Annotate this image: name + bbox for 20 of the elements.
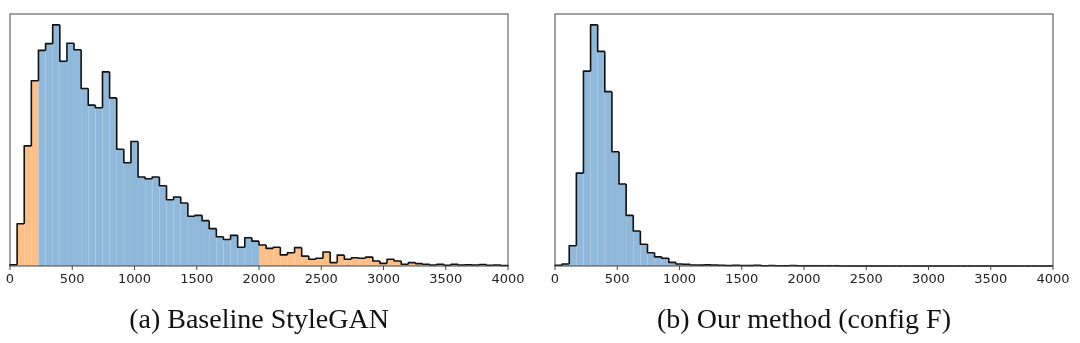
x-tick-label: 1500 [725, 271, 759, 286]
x-tick-label: 3000 [366, 271, 401, 286]
text: (b) Our method (config F) [657, 303, 951, 334]
x-tick-label: 3500 [429, 271, 463, 286]
x-tick-label: 1500 [180, 271, 214, 286]
x-tick-label: 500 [604, 271, 630, 286]
x-tick-label: 2500 [849, 271, 883, 286]
x-tick-label: 4000 [1036, 271, 1070, 286]
x-tick-label: 2500 [304, 271, 338, 286]
x-tick-label: 3500 [974, 271, 1008, 286]
x-tick-label: 0 [550, 271, 560, 286]
x-tick-label: 2000 [787, 271, 821, 286]
x-tick-label: 0 [5, 271, 15, 286]
x-tick-label: 500 [59, 271, 85, 286]
x-tick-label: 3000 [911, 271, 946, 286]
text: (a) Baseline StyleGAN [129, 303, 389, 334]
x-tick-label: 1000 [117, 271, 152, 286]
x-tick-label: 1000 [662, 271, 697, 286]
x-tick-label: 2000 [242, 271, 276, 286]
x-tick-label: 4000 [491, 271, 525, 286]
